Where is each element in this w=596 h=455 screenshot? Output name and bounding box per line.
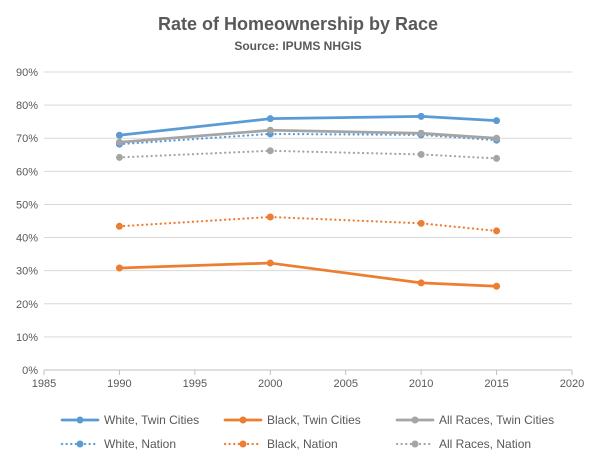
data-point [115,153,123,161]
legend-item: White, Twin Cities [60,413,199,427]
y-tick-label: 30% [16,266,38,278]
x-tick-label: 2015 [484,378,508,390]
legend-swatch-marker [239,440,247,448]
data-point [115,138,123,146]
legend: White, Twin Cities Black, Twin Cities All … [60,413,554,451]
series-line [118,261,498,288]
series-all-races-twin-cities [115,126,501,146]
series-black-twin-cities [115,259,501,290]
legend-label: White, Twin Cities [104,413,199,427]
data-point [417,279,425,287]
legend-item: All Races, Nation [395,437,531,451]
data-point [493,227,501,235]
series-line [118,114,498,137]
y-tick-label: 70% [16,133,38,145]
y-tick-label: 40% [16,233,38,245]
data-point [417,150,425,158]
legend-label: Black, Nation [267,437,338,451]
data-point [266,115,274,123]
series-line [118,215,498,233]
series-line [118,132,498,146]
y-tick-label: 90% [16,67,38,79]
series-line [118,149,498,160]
data-point [115,264,123,272]
series-group [115,112,501,290]
gridlines [44,71,572,338]
data-point [493,134,501,142]
data-point [417,112,425,120]
legend-item: White, Nation [60,437,176,451]
y-tick-label: 20% [16,299,38,311]
data-point [493,282,501,290]
data-point [266,126,274,134]
series-all-races-nation [115,147,501,162]
data-point [266,147,274,155]
x-tick-label: 2020 [560,378,584,390]
y-tick-label: 10% [16,332,38,344]
legend-label: All Races, Twin Cities [439,413,554,427]
legend-label: Black, Twin Cities [267,413,361,427]
legend-item: All Races, Twin Cities [395,413,554,427]
x-tick-label: 1995 [183,378,207,390]
data-point [493,154,501,162]
series-line [118,128,498,144]
legend-label: All Races, Nation [439,437,531,451]
data-point [493,117,501,125]
legend-swatch-marker [76,440,84,448]
data-point [417,129,425,137]
chart-subtitle: Source: IPUMS NHGIS [234,39,361,53]
x-tick-label: 1985 [32,378,56,390]
data-point [115,222,123,230]
y-tick-label: 0% [22,365,38,377]
y-tick-label: 60% [16,166,38,178]
x-tick-label: 2010 [409,378,433,390]
x-tick-label: 2000 [258,378,282,390]
axes: 0% 10% 20% 30% 40% 50% 60% 70% 80% 90% 1985 1990 199… [16,67,584,390]
y-tick-label: 50% [16,199,38,211]
legend-swatch-marker [76,416,84,424]
data-point [115,131,123,139]
legend-swatch-marker [411,416,419,424]
chart-title: Rate of Homeownership by Race [158,14,438,34]
legend-swatch-marker [239,416,247,424]
legend-swatch-marker [411,440,419,448]
data-point [417,219,425,227]
data-point [266,259,274,267]
legend-item: Black, Nation [223,437,338,451]
series-black-nation [115,213,501,235]
legend-item: Black, Twin Cities [223,413,361,427]
x-tick-label: 1990 [107,378,131,390]
y-tick-label: 80% [16,100,38,112]
data-point [266,213,274,221]
legend-label: White, Nation [104,437,176,451]
series-white-twin-cities [115,112,501,139]
x-tick-label: 2005 [333,378,357,390]
